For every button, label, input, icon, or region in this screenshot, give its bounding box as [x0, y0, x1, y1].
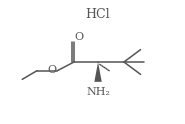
Polygon shape	[94, 62, 102, 82]
Text: HCl: HCl	[86, 8, 110, 21]
Text: NH₂: NH₂	[86, 87, 110, 97]
Text: O: O	[74, 32, 83, 42]
Text: O: O	[47, 65, 56, 75]
